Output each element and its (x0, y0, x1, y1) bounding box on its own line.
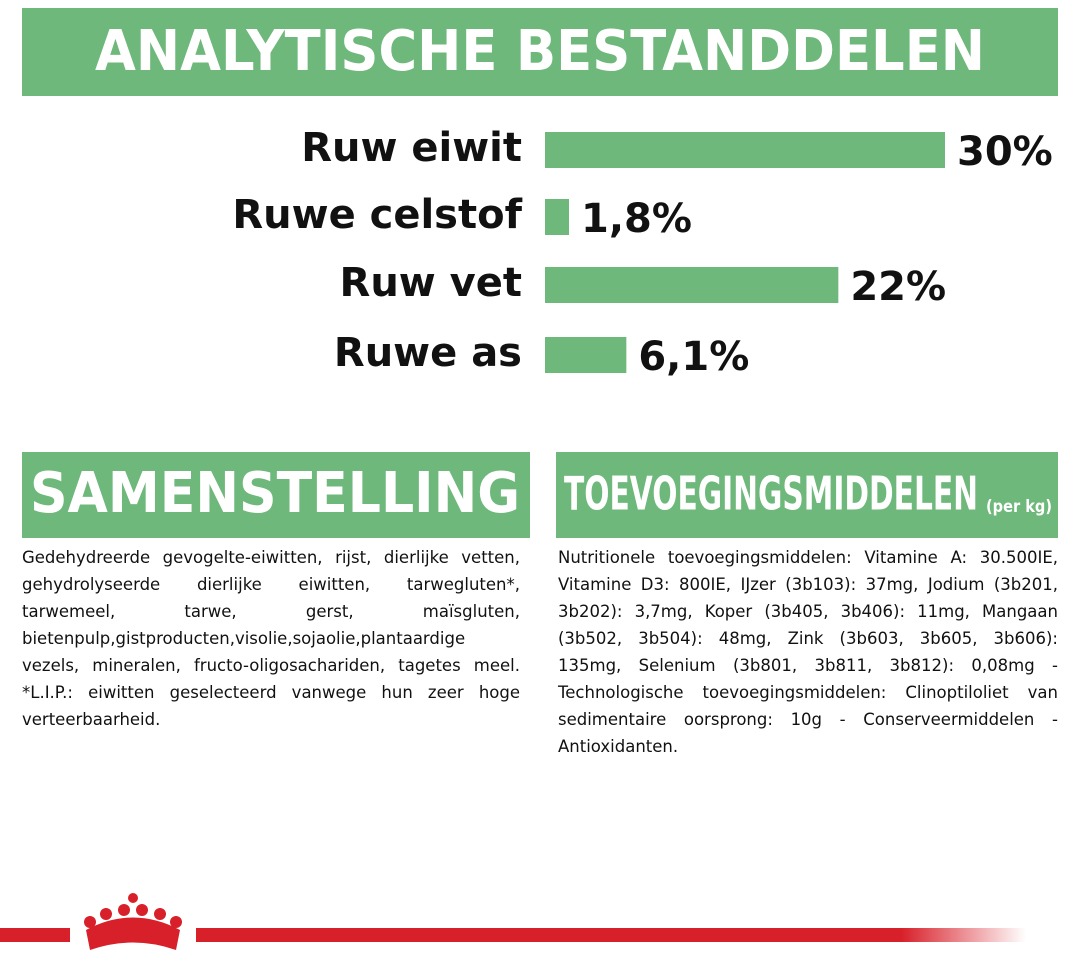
crown-logo (84, 893, 182, 950)
title-band (22, 8, 1058, 96)
section-band (22, 452, 530, 538)
category-label: Ruw vet (340, 260, 522, 306)
section-title: SAMENSTELLING (30, 461, 520, 526)
value-label: 6,1% (638, 334, 749, 380)
category-label: Ruwe celstof (232, 192, 522, 238)
bar (545, 337, 627, 373)
section-subtitle: (per kg) (986, 497, 1052, 517)
section-text: Gedehydreerde gevogelte-eiwitten, rijst,… (22, 548, 520, 729)
value-label: 22% (850, 264, 946, 310)
chart-title: ANALYTISCHE BESTANDDELEN (95, 19, 985, 84)
value-label: 30% (957, 129, 1053, 175)
section-title: TOEVOEGINGSMIDDELEN (564, 467, 978, 521)
category-label: Ruw eiwit (301, 125, 522, 171)
footer-line (0, 928, 70, 942)
category-label: Ruwe as (334, 330, 522, 376)
bar (545, 199, 569, 235)
value-label: 1,8% (581, 196, 692, 242)
bar (545, 132, 945, 168)
section-band (556, 452, 1058, 538)
footer-line (196, 928, 1026, 942)
bar (545, 267, 839, 303)
section-text: Nutritionele toevoegingsmiddelen: Vitami… (558, 548, 1058, 756)
